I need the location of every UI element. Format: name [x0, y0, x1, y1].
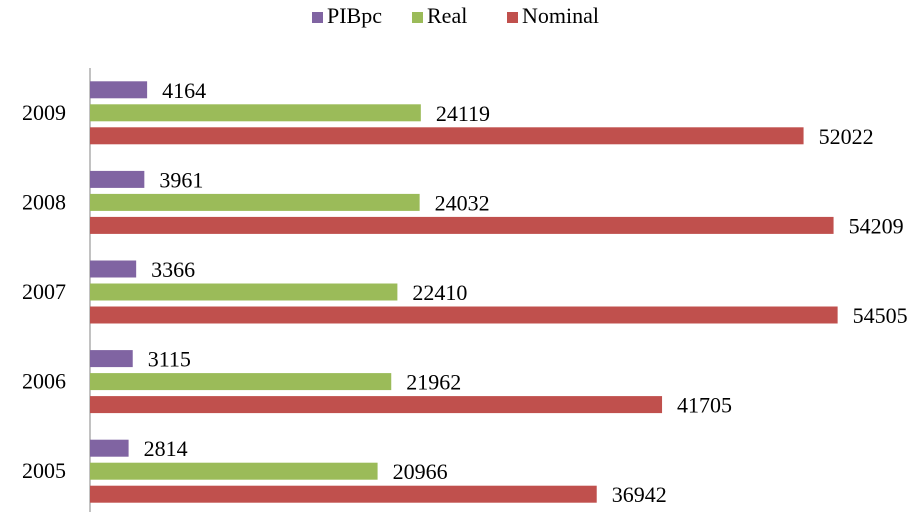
data-label: 3366	[151, 257, 195, 282]
bar	[90, 485, 597, 503]
legend-swatch	[507, 12, 518, 23]
bar	[90, 396, 663, 414]
bar	[90, 127, 804, 145]
data-label: 36942	[612, 482, 667, 507]
bar	[90, 81, 148, 99]
data-label: 4164	[162, 78, 206, 103]
data-label: 54505	[853, 303, 908, 328]
bar	[90, 216, 834, 234]
y-tick-label: 2007	[22, 279, 66, 304]
y-tick-label: 2006	[22, 369, 66, 394]
data-label: 3115	[148, 347, 191, 372]
data-label: 2814	[144, 436, 188, 461]
bar	[90, 283, 398, 301]
y-tick-label: 2008	[22, 189, 66, 214]
bar	[90, 193, 420, 211]
bar	[90, 104, 421, 122]
data-label: 54209	[849, 213, 904, 238]
y-tick-label: 2005	[22, 458, 66, 483]
legend-label: PIBpc	[327, 3, 382, 28]
bar	[90, 439, 129, 457]
data-label: 20966	[393, 459, 448, 484]
y-tick-label: 2009	[22, 100, 66, 125]
data-label: 21962	[406, 370, 461, 395]
data-label: 52022	[819, 124, 874, 149]
bar	[90, 350, 133, 368]
legend-swatch	[312, 12, 323, 23]
bar	[90, 462, 378, 480]
data-label: 41705	[677, 393, 732, 418]
data-label: 3961	[159, 167, 203, 192]
data-label: 22410	[412, 280, 467, 305]
bar	[90, 373, 392, 391]
bar	[90, 306, 838, 324]
bar	[90, 260, 137, 278]
data-label: 24119	[436, 101, 490, 126]
legend-label: Nominal	[522, 3, 599, 28]
data-label: 24032	[435, 190, 490, 215]
legend-label: Real	[427, 3, 467, 28]
legend-swatch	[412, 12, 423, 23]
bar	[90, 170, 145, 188]
